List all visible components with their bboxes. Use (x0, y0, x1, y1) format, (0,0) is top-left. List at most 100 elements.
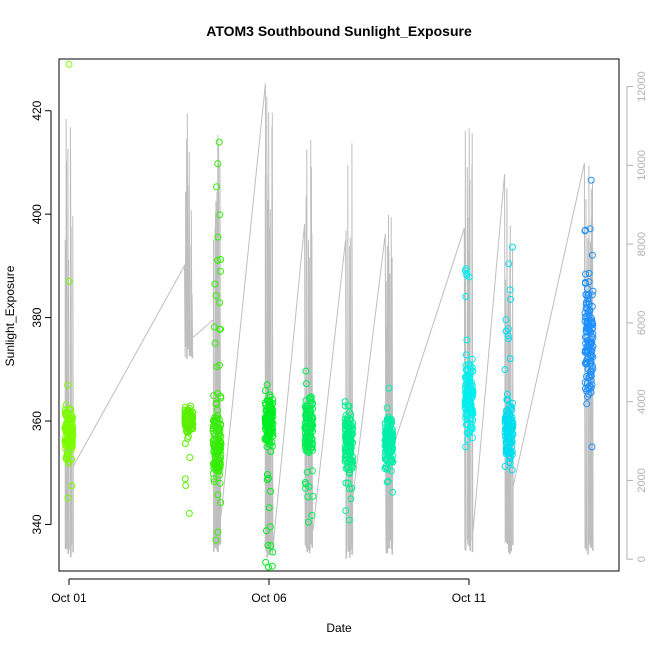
data-point (306, 430, 314, 438)
data-point (304, 518, 312, 526)
data-point (462, 421, 470, 429)
y-axis-label: Sunlight_Exposure (3, 265, 17, 366)
data-point (269, 432, 277, 440)
data-point (462, 361, 470, 369)
data-point (463, 336, 471, 344)
data-point (343, 419, 351, 427)
data-point (69, 424, 77, 432)
data-point (585, 278, 593, 286)
data-point (213, 363, 221, 371)
data-point (466, 373, 474, 381)
data-point (305, 449, 313, 456)
data-point (65, 429, 73, 437)
data-point (345, 516, 353, 524)
y2-tick-label: 10000 (636, 150, 648, 181)
data-point (501, 417, 509, 425)
y-tick-label: 420 (30, 100, 44, 120)
data-point (466, 427, 474, 435)
data-point (503, 396, 511, 404)
data-point (264, 541, 272, 549)
data-point (387, 467, 395, 475)
y2-tick-label: 8000 (636, 232, 648, 256)
data-point (344, 446, 352, 454)
data-point (585, 269, 593, 277)
data-point (215, 138, 223, 146)
data-point (185, 408, 193, 416)
data-point (583, 328, 590, 336)
data-point (509, 243, 516, 251)
data-point (212, 446, 220, 454)
data-point (64, 494, 72, 502)
data-point (186, 409, 194, 417)
data-point (387, 458, 394, 466)
data-point (582, 360, 590, 368)
data-point (301, 441, 309, 448)
data-point (65, 420, 72, 428)
data-point (385, 384, 393, 392)
data-point (302, 480, 310, 488)
y2-tick-label: 2000 (636, 468, 648, 492)
data-point (261, 416, 269, 424)
data-point (69, 413, 76, 421)
data-point (214, 233, 222, 241)
data-point (63, 408, 71, 415)
data-point (308, 440, 316, 448)
data-point (302, 380, 310, 388)
data-point (215, 429, 223, 437)
data-point (216, 211, 224, 219)
data-point (347, 495, 355, 503)
data-point (216, 456, 224, 464)
data-point (186, 454, 194, 461)
data-point (213, 183, 221, 191)
data-point (214, 491, 222, 499)
data-point (461, 403, 469, 411)
secondary-series-line (64, 83, 594, 560)
data-point (583, 373, 590, 380)
data-point (302, 423, 310, 431)
data-point (384, 425, 392, 433)
data-point (583, 400, 591, 408)
data-point (463, 390, 471, 398)
data-point (269, 548, 277, 556)
data-point (267, 542, 275, 550)
data-point (465, 391, 473, 398)
data-point (304, 402, 312, 410)
data-point (209, 469, 217, 477)
data-point (210, 478, 218, 486)
data-point (215, 415, 223, 423)
data-point (582, 339, 590, 347)
data-point (584, 384, 592, 392)
data-point (381, 464, 389, 472)
data-point (341, 398, 349, 406)
data-point (508, 466, 516, 474)
data-point (181, 440, 189, 447)
data-point (504, 420, 511, 427)
data-point (212, 414, 220, 422)
data-point (211, 462, 218, 470)
data-point (584, 323, 592, 331)
data-point (301, 424, 309, 432)
data-point (462, 293, 470, 300)
data-point (587, 176, 595, 184)
data-point (584, 294, 592, 302)
data-point (264, 424, 272, 431)
data-point (307, 397, 315, 405)
data-point (462, 381, 470, 389)
data-point (466, 365, 474, 373)
data-point (214, 390, 222, 398)
y-tick-label: 380 (30, 307, 44, 327)
data-point (309, 492, 317, 500)
data-point (389, 488, 397, 496)
data-point (303, 468, 311, 476)
data-point (462, 414, 470, 422)
data-point (586, 368, 594, 376)
data-point (214, 256, 221, 264)
data-point (582, 358, 590, 366)
data-point (64, 381, 72, 389)
y-axis: 340 360 380 400 420 (30, 100, 52, 534)
data-point (501, 366, 509, 374)
data-point (589, 287, 597, 295)
data-point (464, 387, 472, 395)
data-point (506, 452, 514, 460)
data-point (586, 225, 594, 233)
